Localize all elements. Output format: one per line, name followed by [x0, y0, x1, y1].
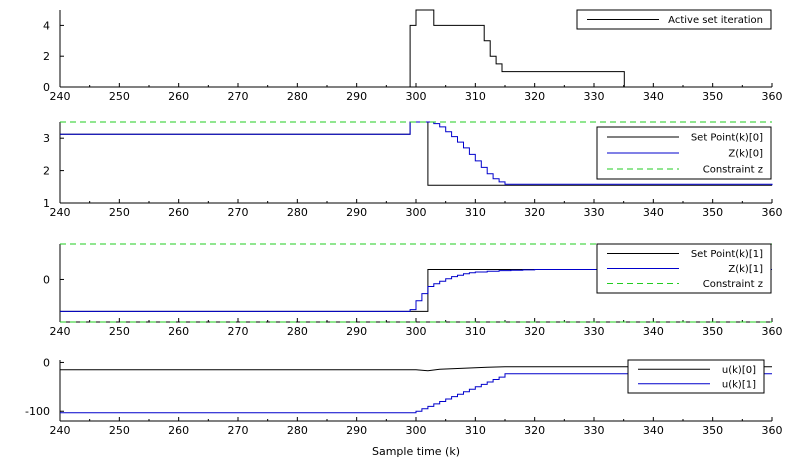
subplot-4: 240 250 260 270 280 290 300 310 320 330 340 350 360 0…: [25, 356, 782, 458]
x-tick-label: 290: [346, 424, 367, 437]
x-tick-label: 280: [287, 206, 308, 219]
x-tick-label: 270: [228, 90, 249, 103]
legend-label: Constraint z: [703, 165, 763, 176]
y-tick-label: 3: [43, 132, 50, 145]
legend-label: Z(k)[1]: [728, 264, 763, 275]
legend-label: u(k)[1]: [722, 379, 756, 390]
x-tick-label: 340: [643, 325, 664, 338]
x-tick-label: 320: [524, 90, 545, 103]
x-axis-label: Sample time (k): [372, 445, 460, 458]
x-tick-label: 270: [228, 325, 249, 338]
x-tick-label: 300: [406, 206, 427, 219]
x-tick-label: 330: [584, 206, 605, 219]
x-tick-label: 290: [346, 325, 367, 338]
x-tick-label: 360: [762, 424, 783, 437]
x-tick-label: 240: [50, 206, 71, 219]
x-tick-label: 310: [465, 206, 486, 219]
x-tick-label: 310: [465, 90, 486, 103]
x-tick-label: 280: [287, 90, 308, 103]
x-tick-label: 320: [524, 325, 545, 338]
x-tick-label: 290: [346, 90, 367, 103]
series-line-z-k-1: [60, 269, 772, 312]
x-tick-label: 250: [109, 90, 130, 103]
x-tick-label: 360: [762, 90, 783, 103]
legend-label: Active set iteration: [668, 15, 763, 26]
x-tick-label: 270: [228, 206, 249, 219]
x-tick-label: 330: [584, 325, 605, 338]
series-line-z-k-0: [60, 121, 773, 186]
legend-label: Set Point(k)[0]: [691, 133, 763, 144]
y-tick-label: 0: [43, 356, 50, 369]
x-tick-label: 340: [643, 424, 664, 437]
series-line-u-k-1: [60, 373, 772, 414]
legend-box: [576, 9, 772, 30]
legend-box: [627, 359, 765, 394]
subplot-3: 240 250 260 270 280 290 300 310 320 330 340 350 360 0…: [43, 243, 783, 338]
x-tick-label: 300: [406, 424, 427, 437]
x-tick-label: 310: [465, 424, 486, 437]
legend: Set Point(k)[0] Z(k)[0] Constraint z: [596, 126, 772, 180]
x-tick-label: 320: [524, 424, 545, 437]
y-tick-label: 2: [43, 50, 50, 63]
subplot-2: 240 250 260 270 280 290 300 310 320 330 340 350 360 1…: [43, 121, 783, 219]
x-tick-label: 330: [584, 90, 605, 103]
x-tick-label: 300: [406, 90, 427, 103]
x-tick-label: 270: [228, 424, 249, 437]
x-tick-label: 360: [762, 206, 783, 219]
y-tick-label: 1: [43, 197, 50, 210]
legend: Active set iteration: [576, 9, 772, 30]
x-tick-label: 350: [702, 424, 723, 437]
x-tick-label: 240: [50, 325, 71, 338]
x-tick-label: 260: [168, 424, 189, 437]
legend-label: u(k)[0]: [722, 365, 756, 376]
x-tick-label: 300: [406, 325, 427, 338]
y-tick-label: 4: [43, 19, 50, 32]
x-tick-label: 250: [109, 424, 130, 437]
y-tick-label: 0: [43, 81, 50, 94]
x-tick-label: 240: [50, 90, 71, 103]
y-tick-label: 0: [43, 273, 50, 286]
x-tick-label: 340: [643, 206, 664, 219]
legend: Set Point(k)[1] Z(k)[1] Constraint z: [596, 243, 772, 294]
x-tick-label: 330: [584, 424, 605, 437]
x-tick-label: 310: [465, 325, 486, 338]
x-tick-label: 250: [109, 206, 130, 219]
x-tick-label: 280: [287, 424, 308, 437]
y-tick-label: 2: [43, 165, 50, 178]
x-tick-label: 290: [346, 206, 367, 219]
legend: u(k)[0] u(k)[1]: [627, 359, 765, 394]
x-tick-label: 350: [702, 206, 723, 219]
legend-label: Set Point(k)[1]: [691, 249, 763, 260]
legend-label: Constraint z: [703, 279, 763, 290]
x-tick-label: 320: [524, 206, 545, 219]
x-tick-label: 340: [643, 90, 664, 103]
x-tick-label: 260: [168, 325, 189, 338]
series-line-u-k-0: [60, 366, 772, 372]
subplot-1: 240 250 260 270 280 290 300 310 320 330 340 350 360 0…: [43, 9, 783, 103]
legend-label: Z(k)[0]: [728, 149, 763, 160]
x-tick-label: 260: [168, 206, 189, 219]
x-tick-label: 280: [287, 325, 308, 338]
series-line-active-set-iteration: [60, 9, 625, 88]
x-tick-label: 350: [702, 325, 723, 338]
x-tick-label: 260: [168, 90, 189, 103]
x-tick-label: 360: [762, 325, 783, 338]
x-tick-label: 240: [50, 424, 71, 437]
y-tick-label: -100: [25, 405, 50, 418]
x-tick-label: 250: [109, 325, 130, 338]
x-tick-label: 350: [702, 90, 723, 103]
